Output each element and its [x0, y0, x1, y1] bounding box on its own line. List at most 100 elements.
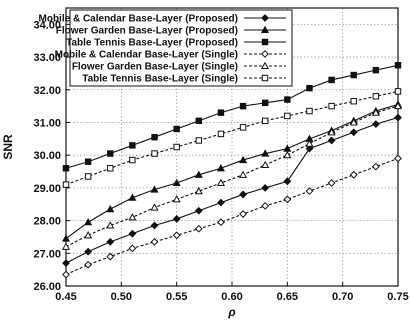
data-point: [349, 118, 358, 126]
data-point: [128, 229, 137, 238]
data-point: [216, 164, 225, 172]
y-tick-label: 27.00: [33, 248, 61, 260]
data-point: [106, 221, 115, 229]
x-axis-title: ρ: [227, 305, 235, 319]
series-2: [61, 100, 403, 242]
series-line: [65, 64, 399, 169]
data-point: [283, 195, 292, 204]
x-tick-label: 0.60: [221, 291, 242, 303]
legend-label: Table Tennis Base-Layer (Proposed): [66, 38, 238, 49]
data-point: [305, 139, 314, 147]
data-point: [328, 102, 335, 110]
data-point: [217, 109, 225, 116]
legend-marker: [261, 50, 269, 58]
data-point: [128, 244, 137, 253]
data-point: [84, 158, 92, 165]
data-point: [61, 242, 71, 250]
data-point: [217, 218, 225, 227]
legend-label: Flower Garden Base-Layer (Proposed): [56, 26, 238, 37]
data-point: [84, 247, 93, 256]
data-point: [239, 170, 248, 178]
data-point: [394, 62, 402, 69]
data-point: [283, 144, 292, 152]
data-point: [84, 260, 93, 269]
data-point: [372, 93, 380, 100]
data-point: [306, 84, 313, 92]
legend-entry: Mobile & Calendar Base-Layer (Single): [55, 50, 286, 61]
y-tick-label: 32.00: [33, 85, 61, 97]
data-point: [394, 154, 402, 163]
data-point: [284, 96, 291, 103]
data-point: [106, 204, 115, 213]
data-point: [150, 185, 159, 193]
data-point: [239, 102, 247, 110]
series-6: [62, 88, 402, 188]
data-point: [217, 130, 225, 138]
legend-marker: [261, 38, 269, 46]
legend-label: Mobile & Calendar Base-Layer (Single): [55, 50, 238, 61]
data-point: [106, 237, 115, 246]
series-4: [62, 154, 402, 279]
data-point: [150, 203, 159, 211]
data-point: [261, 117, 269, 125]
y-tick-label: 26.00: [33, 281, 61, 293]
series-1: [62, 113, 402, 268]
data-point: [194, 186, 203, 195]
data-point: [172, 195, 181, 203]
data-point: [283, 177, 292, 186]
data-point: [172, 215, 181, 223]
data-point: [194, 206, 203, 215]
data-point: [107, 165, 114, 172]
data-point: [239, 124, 247, 131]
data-point: [371, 120, 380, 129]
data-point: [173, 125, 180, 133]
y-tick-label: 28.00: [33, 216, 61, 228]
data-point: [371, 108, 380, 116]
data-point: [305, 144, 314, 153]
legend-label: Mobile & Calendar Base-Layer (Proposed): [39, 14, 239, 25]
legend-marker: [260, 25, 270, 34]
legend-marker: [261, 74, 269, 82]
legend-entry: Flower Garden Base-Layer (Single): [72, 62, 286, 73]
x-tick-label: 0.50: [111, 291, 132, 303]
series-line: [65, 157, 399, 276]
y-tick-label: 34.00: [33, 19, 61, 31]
data-point: [216, 178, 225, 187]
data-point: [371, 162, 380, 171]
data-point: [327, 136, 336, 145]
x-tick-label: 0.70: [332, 291, 353, 303]
data-point: [328, 76, 335, 84]
data-point: [239, 155, 248, 164]
data-point: [61, 234, 71, 242]
legend: Mobile & Calendar Base-Layer (Proposed)F…: [39, 9, 293, 87]
data-point: [195, 117, 203, 125]
y-tick-label: 31.00: [33, 117, 61, 129]
data-point: [150, 221, 159, 230]
legend-marker: [261, 14, 269, 22]
data-point: [194, 170, 203, 178]
data-point: [62, 259, 70, 268]
data-point: [151, 150, 158, 157]
data-point: [62, 270, 70, 279]
x-tick-label: 0.65: [277, 291, 298, 303]
data-point: [283, 150, 292, 159]
data-point: [261, 201, 270, 210]
data-point: [217, 198, 225, 207]
legend-label: Flower Garden Base-Layer (Single): [72, 62, 238, 73]
series-3: [62, 62, 402, 172]
data-point: [261, 149, 270, 157]
data-point: [284, 112, 291, 120]
data-point: [128, 193, 137, 201]
data-point: [84, 173, 92, 180]
data-point: [195, 137, 203, 144]
data-point: [239, 210, 247, 218]
data-point: [261, 99, 269, 107]
data-point: [62, 181, 70, 188]
x-tick-label: 0.55: [166, 291, 187, 303]
data-point: [129, 142, 136, 149]
x-tick-label: 0.75: [387, 291, 408, 303]
legend-entry: Table Tennis Base-Layer (Proposed): [66, 38, 286, 49]
y-tick-label: 29.00: [33, 183, 61, 195]
